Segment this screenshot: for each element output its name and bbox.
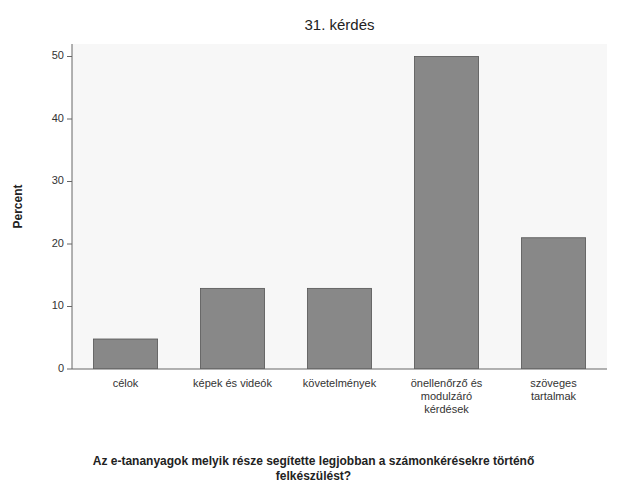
bar [200,288,264,369]
y-tick [67,181,72,182]
y-axis-line [72,44,73,369]
text-line: szöveges [530,377,577,389]
bar [307,288,371,369]
text-line: önellenőrző és [411,377,483,389]
x-axis-line [72,369,607,370]
x-axis-label: Az e-tananyagok melyik része segítette l… [93,454,535,483]
bar [414,57,478,370]
y-tick-label: 10 [52,299,64,311]
chart-container: 0 10 20 30 40 50 célok képek és videók követelmé… [0,0,627,501]
bar [93,339,157,369]
y-tick-label: 30 [52,174,64,186]
y-tick [67,244,72,245]
text-line: Az e-tananyagok melyik része segítette l… [93,454,535,468]
text-line: kérdések [424,403,469,415]
x-tick-label: önellenőrző ésmodulzárókérdések [411,377,483,415]
y-tick-label: 0 [58,362,64,374]
text-line: modulzáró [421,390,472,402]
plot-background [72,44,607,369]
y-tick [67,56,72,57]
text-line: képek és videók [193,377,272,389]
y-tick-label: 20 [52,237,64,249]
x-tick-label: képek és videók [193,377,272,389]
bars [93,57,585,370]
title: 31. kérdés [304,16,374,33]
y-axis-label: Percent [11,184,25,228]
bar [521,238,585,369]
y-tick [67,369,72,370]
y-tick [67,119,72,120]
y-tick-label: 40 [52,112,64,124]
y-tick-label: 50 [52,49,64,61]
chart-svg: 0 10 20 30 40 50 célok képek és videók követelmé… [0,0,627,501]
text-line: felkészülést? [276,469,351,483]
x-tick-label: követelmények [303,377,377,389]
x-tick-label: célok [113,377,139,389]
text-line: célok [113,377,139,389]
text-line: követelmények [303,377,377,389]
x-tick-label: szövegestartalmak [530,377,577,402]
y-tick [67,306,72,307]
text-line: tartalmak [531,390,577,402]
